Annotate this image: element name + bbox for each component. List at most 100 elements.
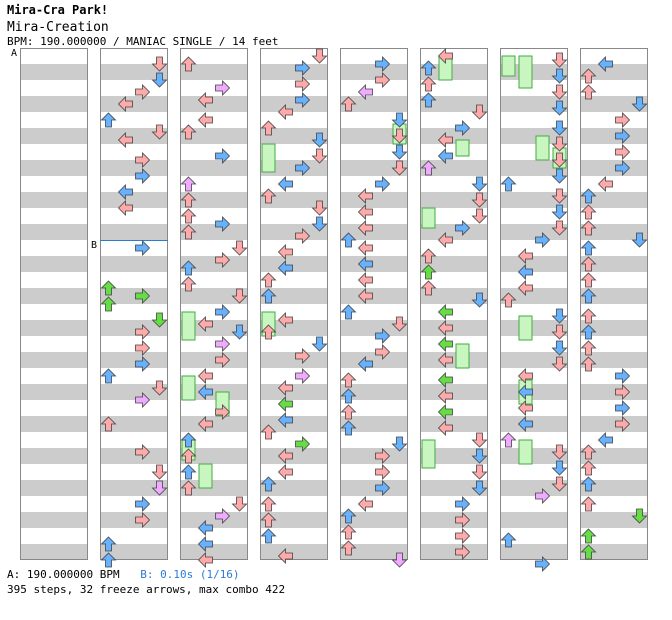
beat-stripe xyxy=(20,480,88,496)
step-arrow-left xyxy=(260,512,277,528)
freeze-arrow-body xyxy=(455,343,470,369)
step-arrow-left xyxy=(580,308,597,324)
step-arrow-down xyxy=(197,92,213,108)
step-arrow-left xyxy=(260,288,277,304)
step-arrow-down xyxy=(437,132,453,148)
step-arrow-left xyxy=(580,476,597,492)
freeze-arrow-body xyxy=(501,55,516,77)
beat-stripe xyxy=(180,512,248,528)
beat-stripe xyxy=(180,224,248,240)
freeze-arrow-body xyxy=(181,311,196,341)
beat-stripe xyxy=(420,544,488,560)
chart-stats: 395 steps, 32 freeze arrows, max combo 4… xyxy=(7,583,286,596)
step-arrow-right xyxy=(551,168,568,184)
step-arrow-right xyxy=(551,136,568,152)
beat-stripe xyxy=(420,512,488,528)
beat-stripe xyxy=(500,160,568,176)
step-arrow-left xyxy=(180,224,197,240)
beat-stripe xyxy=(580,288,648,304)
step-arrow-down xyxy=(517,400,533,416)
beat-stripe xyxy=(580,512,648,528)
step-arrow-down xyxy=(517,280,533,296)
beat-stripe xyxy=(500,480,568,496)
column-border xyxy=(260,48,328,560)
step-arrow-left xyxy=(340,508,357,524)
freeze-arrow-body xyxy=(455,139,470,157)
step-arrow-left xyxy=(180,464,197,480)
beat-stripe xyxy=(340,288,408,304)
step-arrow-down xyxy=(277,396,293,412)
beat-stripe xyxy=(180,160,248,176)
beat-stripe xyxy=(340,480,408,496)
freeze-arrow-body xyxy=(198,463,213,489)
step-arrow-down xyxy=(597,432,613,448)
step-arrow-left xyxy=(180,124,197,140)
step-arrow-up xyxy=(135,84,151,100)
beat-stripe xyxy=(580,128,648,144)
beat-stripe xyxy=(100,448,168,464)
step-arrow-left xyxy=(180,480,197,496)
step-arrow-up xyxy=(535,488,551,504)
step-arrow-left xyxy=(180,448,197,464)
step-arrow-up xyxy=(455,544,471,560)
step-arrow-up xyxy=(615,400,631,416)
beat-stripe xyxy=(500,128,568,144)
step-arrow-up xyxy=(375,328,391,344)
beat-stripe xyxy=(180,384,248,400)
step-arrow-right xyxy=(231,288,248,304)
beat-stripe xyxy=(260,512,328,528)
beat-stripe xyxy=(580,416,648,432)
beat-stripe xyxy=(180,288,248,304)
beat-stripe xyxy=(580,352,648,368)
step-arrow-up xyxy=(375,72,391,88)
step-arrow-right xyxy=(151,480,168,496)
step-arrow-down xyxy=(197,552,213,568)
step-arrow-left xyxy=(340,304,357,320)
beat-stripe xyxy=(340,64,408,80)
bpm-marker-a: A xyxy=(11,48,17,59)
beat-stripe xyxy=(420,448,488,464)
step-arrow-down xyxy=(517,264,533,280)
step-arrow-down xyxy=(357,188,373,204)
step-arrow-left xyxy=(260,120,277,136)
beat-stripe xyxy=(420,480,488,496)
step-arrow-left xyxy=(420,280,437,296)
step-arrow-left xyxy=(100,536,117,552)
step-arrow-up xyxy=(455,528,471,544)
beat-stripe xyxy=(500,288,568,304)
step-arrow-left xyxy=(100,552,117,568)
step-arrow-down xyxy=(277,548,293,564)
step-arrow-up xyxy=(215,508,231,524)
step-arrow-left xyxy=(180,192,197,208)
step-arrow-up xyxy=(375,56,391,72)
step-arrow-down xyxy=(277,104,293,120)
beat-stripe xyxy=(20,288,88,304)
beat-stripe xyxy=(260,288,328,304)
step-arrow-down xyxy=(437,320,453,336)
step-arrow-down xyxy=(197,368,213,384)
step-arrow-left xyxy=(580,288,597,304)
step-arrow-left xyxy=(100,280,117,296)
step-arrow-down xyxy=(277,380,293,396)
beat-stripe xyxy=(340,448,408,464)
beat-stripe xyxy=(20,448,88,464)
step-arrow-down xyxy=(517,384,533,400)
step-arrow-right xyxy=(551,52,568,68)
step-arrow-left xyxy=(260,272,277,288)
step-arrow-right xyxy=(311,132,328,148)
beat-stripe xyxy=(420,192,488,208)
step-arrow-left xyxy=(500,176,517,192)
beat-stripe xyxy=(180,320,248,336)
beat-stripe xyxy=(500,256,568,272)
beat-stripe xyxy=(260,64,328,80)
step-arrow-left xyxy=(500,432,517,448)
beat-stripe xyxy=(420,256,488,272)
step-arrow-up xyxy=(215,336,231,352)
step-arrow-left xyxy=(180,260,197,276)
freeze-arrow-body xyxy=(518,55,533,89)
step-arrow-down xyxy=(357,288,373,304)
step-arrow-down xyxy=(517,416,533,432)
step-arrow-left xyxy=(580,460,597,476)
step-arrow-up xyxy=(135,512,151,528)
step-arrow-up xyxy=(615,144,631,160)
